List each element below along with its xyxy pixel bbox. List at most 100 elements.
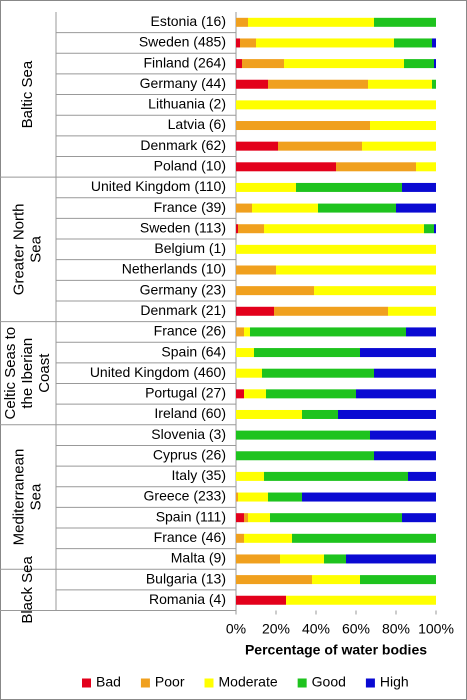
category-label: Malta (9) (171, 550, 226, 566)
bar-segment (262, 368, 374, 378)
bar-segment (264, 471, 408, 481)
bar-segment (434, 59, 436, 69)
x-tick-label: 60% (342, 620, 370, 636)
category-label: Cyprus (26) (153, 446, 226, 462)
bar-segment (368, 79, 432, 89)
category-label: Spain (111) (156, 508, 226, 524)
bar-segment (236, 451, 374, 461)
bar-segment (252, 203, 318, 213)
bar-segment (416, 162, 436, 172)
bar-segment (388, 306, 436, 316)
bar-segment (280, 554, 324, 564)
category-label: Germany (23) (140, 281, 226, 297)
category-label: Denmark (21) (140, 302, 226, 318)
bar-segment (236, 471, 264, 481)
bar-segment (236, 513, 244, 523)
bar-segment (236, 141, 278, 151)
bar-segment (250, 327, 406, 337)
bar-segment (236, 430, 370, 440)
group-label: Black Sea (19, 555, 36, 623)
bar-segment (236, 17, 248, 27)
category-label: United Kingdom (460) (90, 364, 226, 380)
bar-segment (356, 389, 436, 399)
bar-segment (274, 306, 388, 316)
bar-segment (236, 100, 436, 110)
bar-segment (338, 409, 436, 419)
bar-segment (284, 59, 404, 69)
bar-segment (242, 59, 284, 69)
bar-segment (266, 389, 356, 399)
bar-segment (236, 554, 280, 564)
legend-label: Moderate (219, 674, 278, 690)
legend-swatch (140, 678, 150, 688)
bar-segment (236, 348, 254, 358)
bar-segment (236, 409, 302, 419)
bar-segment (236, 389, 244, 399)
x-tick-label: 0% (226, 620, 246, 636)
bar-segment (374, 451, 436, 461)
bar-segment (276, 265, 436, 275)
bar-segment (370, 430, 436, 440)
category-label: Netherlands (10) (122, 261, 226, 277)
bar-segment (396, 203, 436, 213)
bar-segment (402, 182, 436, 192)
bar-segment (236, 306, 274, 316)
category-label: Sweden (485) (139, 34, 226, 50)
category-label: France (26) (154, 323, 226, 339)
legend-label: Poor (155, 674, 185, 690)
category-label: Denmark (62) (140, 137, 226, 153)
bar-segment (434, 224, 436, 234)
bar-segment (236, 595, 286, 605)
x-tick-label: 80% (382, 620, 410, 636)
legend-swatch (297, 678, 307, 688)
bar-segment (336, 162, 416, 172)
bar-segment (238, 224, 264, 234)
bar-segment (236, 265, 276, 275)
bar-segment (244, 513, 248, 523)
category-label: Latvia (6) (168, 116, 226, 132)
bar-segment (312, 575, 360, 585)
bar-segment (238, 492, 268, 502)
group-label: Baltic Sea (19, 60, 36, 128)
bar-segment (402, 513, 436, 523)
bar-segment (268, 79, 368, 89)
bar-segment (236, 224, 238, 234)
category-label: Portugal (27) (145, 385, 226, 401)
bar-segment (318, 203, 396, 213)
legend-label: Bad (96, 674, 121, 690)
category-label: Bulgaria (13) (146, 570, 226, 586)
bar-segment (236, 79, 268, 89)
bar-segment (236, 492, 238, 502)
bar-segment (374, 17, 436, 27)
bar-segment (424, 224, 434, 234)
bar-segment (292, 533, 436, 543)
group-label: Celtic Seas tothe IberianCoast (2, 327, 53, 420)
bar-segment (432, 38, 436, 48)
bar-segment (406, 327, 436, 337)
bar-segment (314, 286, 436, 296)
x-tick-label: 20% (262, 620, 290, 636)
bar-segment (236, 121, 370, 131)
bar-segment (248, 513, 270, 523)
category-label: Germany (44) (140, 75, 226, 91)
group-label: MediterraneanSea (10, 449, 44, 546)
bar-segment (346, 554, 436, 564)
bar-segment (236, 368, 262, 378)
bar-segment (302, 492, 436, 502)
bar-segment (244, 389, 266, 399)
legend-swatch (82, 678, 91, 688)
bar-segment (408, 471, 436, 481)
bar-segment (240, 38, 256, 48)
category-label: Lithuania (2) (148, 96, 226, 112)
bar-segment (236, 182, 296, 192)
category-label: Greece (233) (144, 488, 226, 504)
category-label: Italy (35) (172, 467, 226, 483)
bar-segment (244, 533, 292, 543)
legend-label: Good (312, 674, 346, 690)
bar-segment (404, 59, 434, 69)
bar-segment (286, 595, 436, 605)
category-label: Finland (264) (144, 54, 227, 70)
bar-segment (236, 533, 244, 543)
bar-segment (236, 38, 240, 48)
